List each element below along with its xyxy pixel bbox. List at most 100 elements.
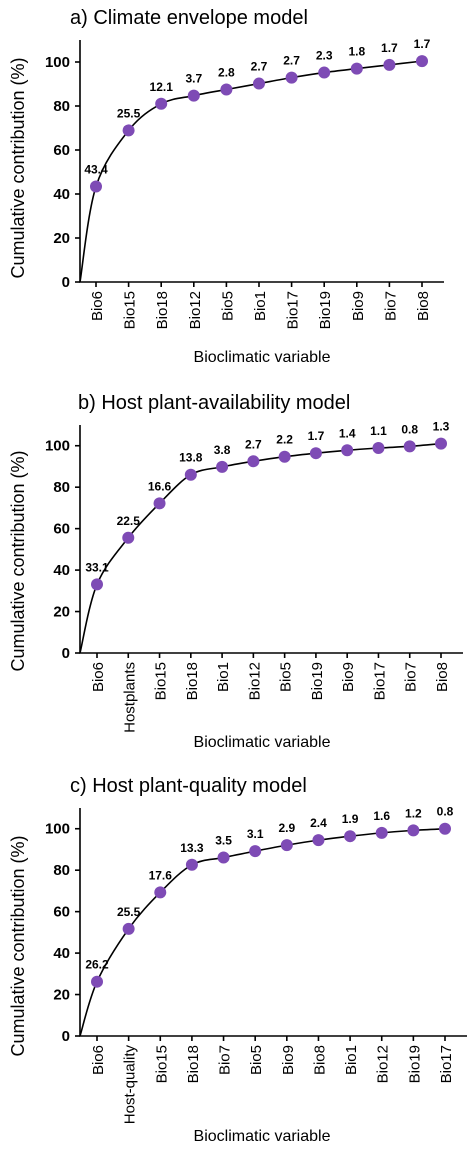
data-label: 25.5 [117,905,141,919]
data-point [90,180,102,193]
data-label: 3.8 [214,443,231,457]
data-label: 13.3 [180,841,204,855]
y-tick-label: 0 [62,645,70,662]
series-line [79,827,446,1037]
x-tick-label: Bio12 [375,1045,392,1083]
data-label: 1.3 [433,420,450,434]
data-label: 1.7 [308,429,325,443]
data-label: 22.5 [117,514,141,528]
data-label: 1.2 [405,806,422,820]
x-tick-label: Bio8 [415,291,432,321]
data-label: 2.8 [218,66,235,80]
x-tick-label: Bio19 [406,1045,423,1083]
data-point [403,440,416,453]
x-tick-label: Host-quality [122,1045,139,1125]
plot-area: 0 20 40 60 80 100 Bio6 Bio15 Bio18 Bio12 Bio5 Bio1 B… [45,37,444,329]
data-label: 12.1 [150,80,174,94]
data-label: 3.5 [215,834,232,848]
data-label: 33.1 [85,560,109,574]
data-point [312,834,325,847]
data-label: 3.1 [247,827,264,841]
data-point [407,824,420,837]
x-axis-label: Bioclimatic variable [194,1128,331,1145]
panel-host-plant-quality: c) Host plant-quality model Cumulative c… [0,768,474,1151]
y-tick-label: 40 [53,562,70,579]
x-tick-label: Bio7 [217,1045,234,1075]
data-point [253,77,265,90]
data-label: 1.4 [339,426,356,440]
x-tick-label: Bio8 [434,662,451,692]
data-point [350,62,363,75]
data-point [122,922,135,935]
x-tick-label: Bio6 [90,1045,107,1075]
data-point [122,531,135,544]
x-tick-label: Bio12 [187,291,204,329]
x-tick-label: Bio6 [89,291,106,321]
data-point [91,578,103,591]
series-line [79,442,442,654]
y-tick-label: 80 [53,479,70,496]
chart-host-plant-availability: b) Host plant-availability model Cumulat… [8,392,463,751]
data-point [344,830,357,843]
chart-title: a) Climate envelope model [70,7,308,29]
x-tick-label: Bio19 [317,291,334,329]
data-point [285,71,298,84]
chart-climate-envelope: a) Climate envelope model Cumulative con… [8,7,444,366]
y-tick-label: 20 [53,987,70,1004]
data-label: 2.7 [245,437,262,451]
y-tick-label: 40 [53,945,70,962]
x-tick-label: Bio15 [122,291,139,329]
data-label: 13.8 [179,451,203,465]
x-tick-label: Bio18 [184,662,201,700]
chart-title: b) Host plant-availability model [78,392,350,414]
x-tick-label: Hostplants [121,662,138,733]
y-tick-label: 60 [53,904,70,921]
data-label: 1.1 [370,424,387,438]
y-tick-label: 100 [45,54,70,71]
data-point [91,975,103,988]
panel-climate-envelope: a) Climate envelope model Cumulative con… [0,0,474,380]
y-axis-label: Cumulative contribution (%) [8,57,28,278]
x-tick-label: Bio17 [371,662,388,700]
y-tick-label: 0 [62,1028,70,1045]
data-label: 2.2 [276,433,293,447]
chart-title: c) Host plant-quality model [70,775,307,797]
data-point [318,66,331,79]
data-label: 43.4 [84,163,108,177]
data-label: 17.6 [149,868,173,882]
data-label: 2.7 [283,54,300,68]
x-tick-label: Bio17 [438,1045,455,1083]
data-point [154,886,167,899]
x-tick-label: Bio1 [215,662,232,692]
y-tick-label: 20 [53,230,70,247]
y-tick-label: 60 [53,142,70,159]
x-tick-label: Bio18 [185,1045,202,1083]
x-tick-label: Bio12 [246,662,263,700]
data-point [216,460,229,473]
data-point [439,822,451,835]
x-tick-label: Bio5 [248,1045,265,1075]
data-label: 16.6 [148,479,172,493]
y-tick-label: 80 [53,862,70,879]
x-tick-label: Bio15 [153,662,170,700]
data-label: 0.8 [437,805,454,819]
data-point [375,826,388,839]
data-point [280,839,293,852]
data-point [278,450,291,463]
x-tick-label: Bio17 [285,291,302,329]
x-tick-label: Bio5 [278,662,295,692]
data-point [247,455,260,468]
panel-host-plant-availability: b) Host plant-availability model Cumulat… [0,385,474,765]
x-tick-label: Bio5 [219,291,236,321]
x-axis-label: Bioclimatic variable [194,734,331,751]
data-label: 1.7 [381,41,398,55]
y-axis-label: Cumulative contribution (%) [8,835,28,1056]
x-tick-label: Bio18 [154,291,171,329]
axes [79,40,444,283]
y-tick-label: 60 [53,521,70,538]
data-point [435,437,447,450]
data-label: 1.9 [342,812,359,826]
x-axis-label: Bioclimatic variable [194,349,331,366]
plot-area: 0 20 40 60 80 100 Bio6 Hostplants Bio15 Bio18 Bio1… [45,420,463,733]
x-tick-label: Bio9 [340,662,357,692]
